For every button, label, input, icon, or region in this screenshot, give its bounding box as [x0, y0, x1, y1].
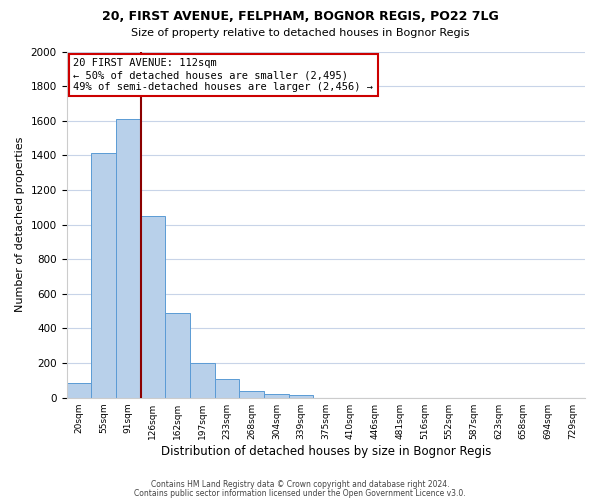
Bar	[215, 378, 239, 398]
Text: 20 FIRST AVENUE: 112sqm
← 50% of detached houses are smaller (2,495)
49% of semi: 20 FIRST AVENUE: 112sqm ← 50% of detache…	[73, 58, 373, 92]
Bar	[140, 216, 165, 398]
Text: Contains HM Land Registry data © Crown copyright and database right 2024.: Contains HM Land Registry data © Crown c…	[151, 480, 449, 489]
Bar	[116, 119, 140, 398]
Bar	[190, 363, 215, 398]
Bar	[91, 153, 116, 398]
Bar	[67, 383, 91, 398]
Bar	[165, 313, 190, 398]
X-axis label: Distribution of detached houses by size in Bognor Regis: Distribution of detached houses by size …	[161, 444, 491, 458]
Bar	[264, 394, 289, 398]
Bar	[239, 391, 264, 398]
Y-axis label: Number of detached properties: Number of detached properties	[15, 137, 25, 312]
Bar	[289, 395, 313, 398]
Text: Size of property relative to detached houses in Bognor Regis: Size of property relative to detached ho…	[131, 28, 469, 38]
Text: Contains public sector information licensed under the Open Government Licence v3: Contains public sector information licen…	[134, 488, 466, 498]
Text: 20, FIRST AVENUE, FELPHAM, BOGNOR REGIS, PO22 7LG: 20, FIRST AVENUE, FELPHAM, BOGNOR REGIS,…	[101, 10, 499, 23]
